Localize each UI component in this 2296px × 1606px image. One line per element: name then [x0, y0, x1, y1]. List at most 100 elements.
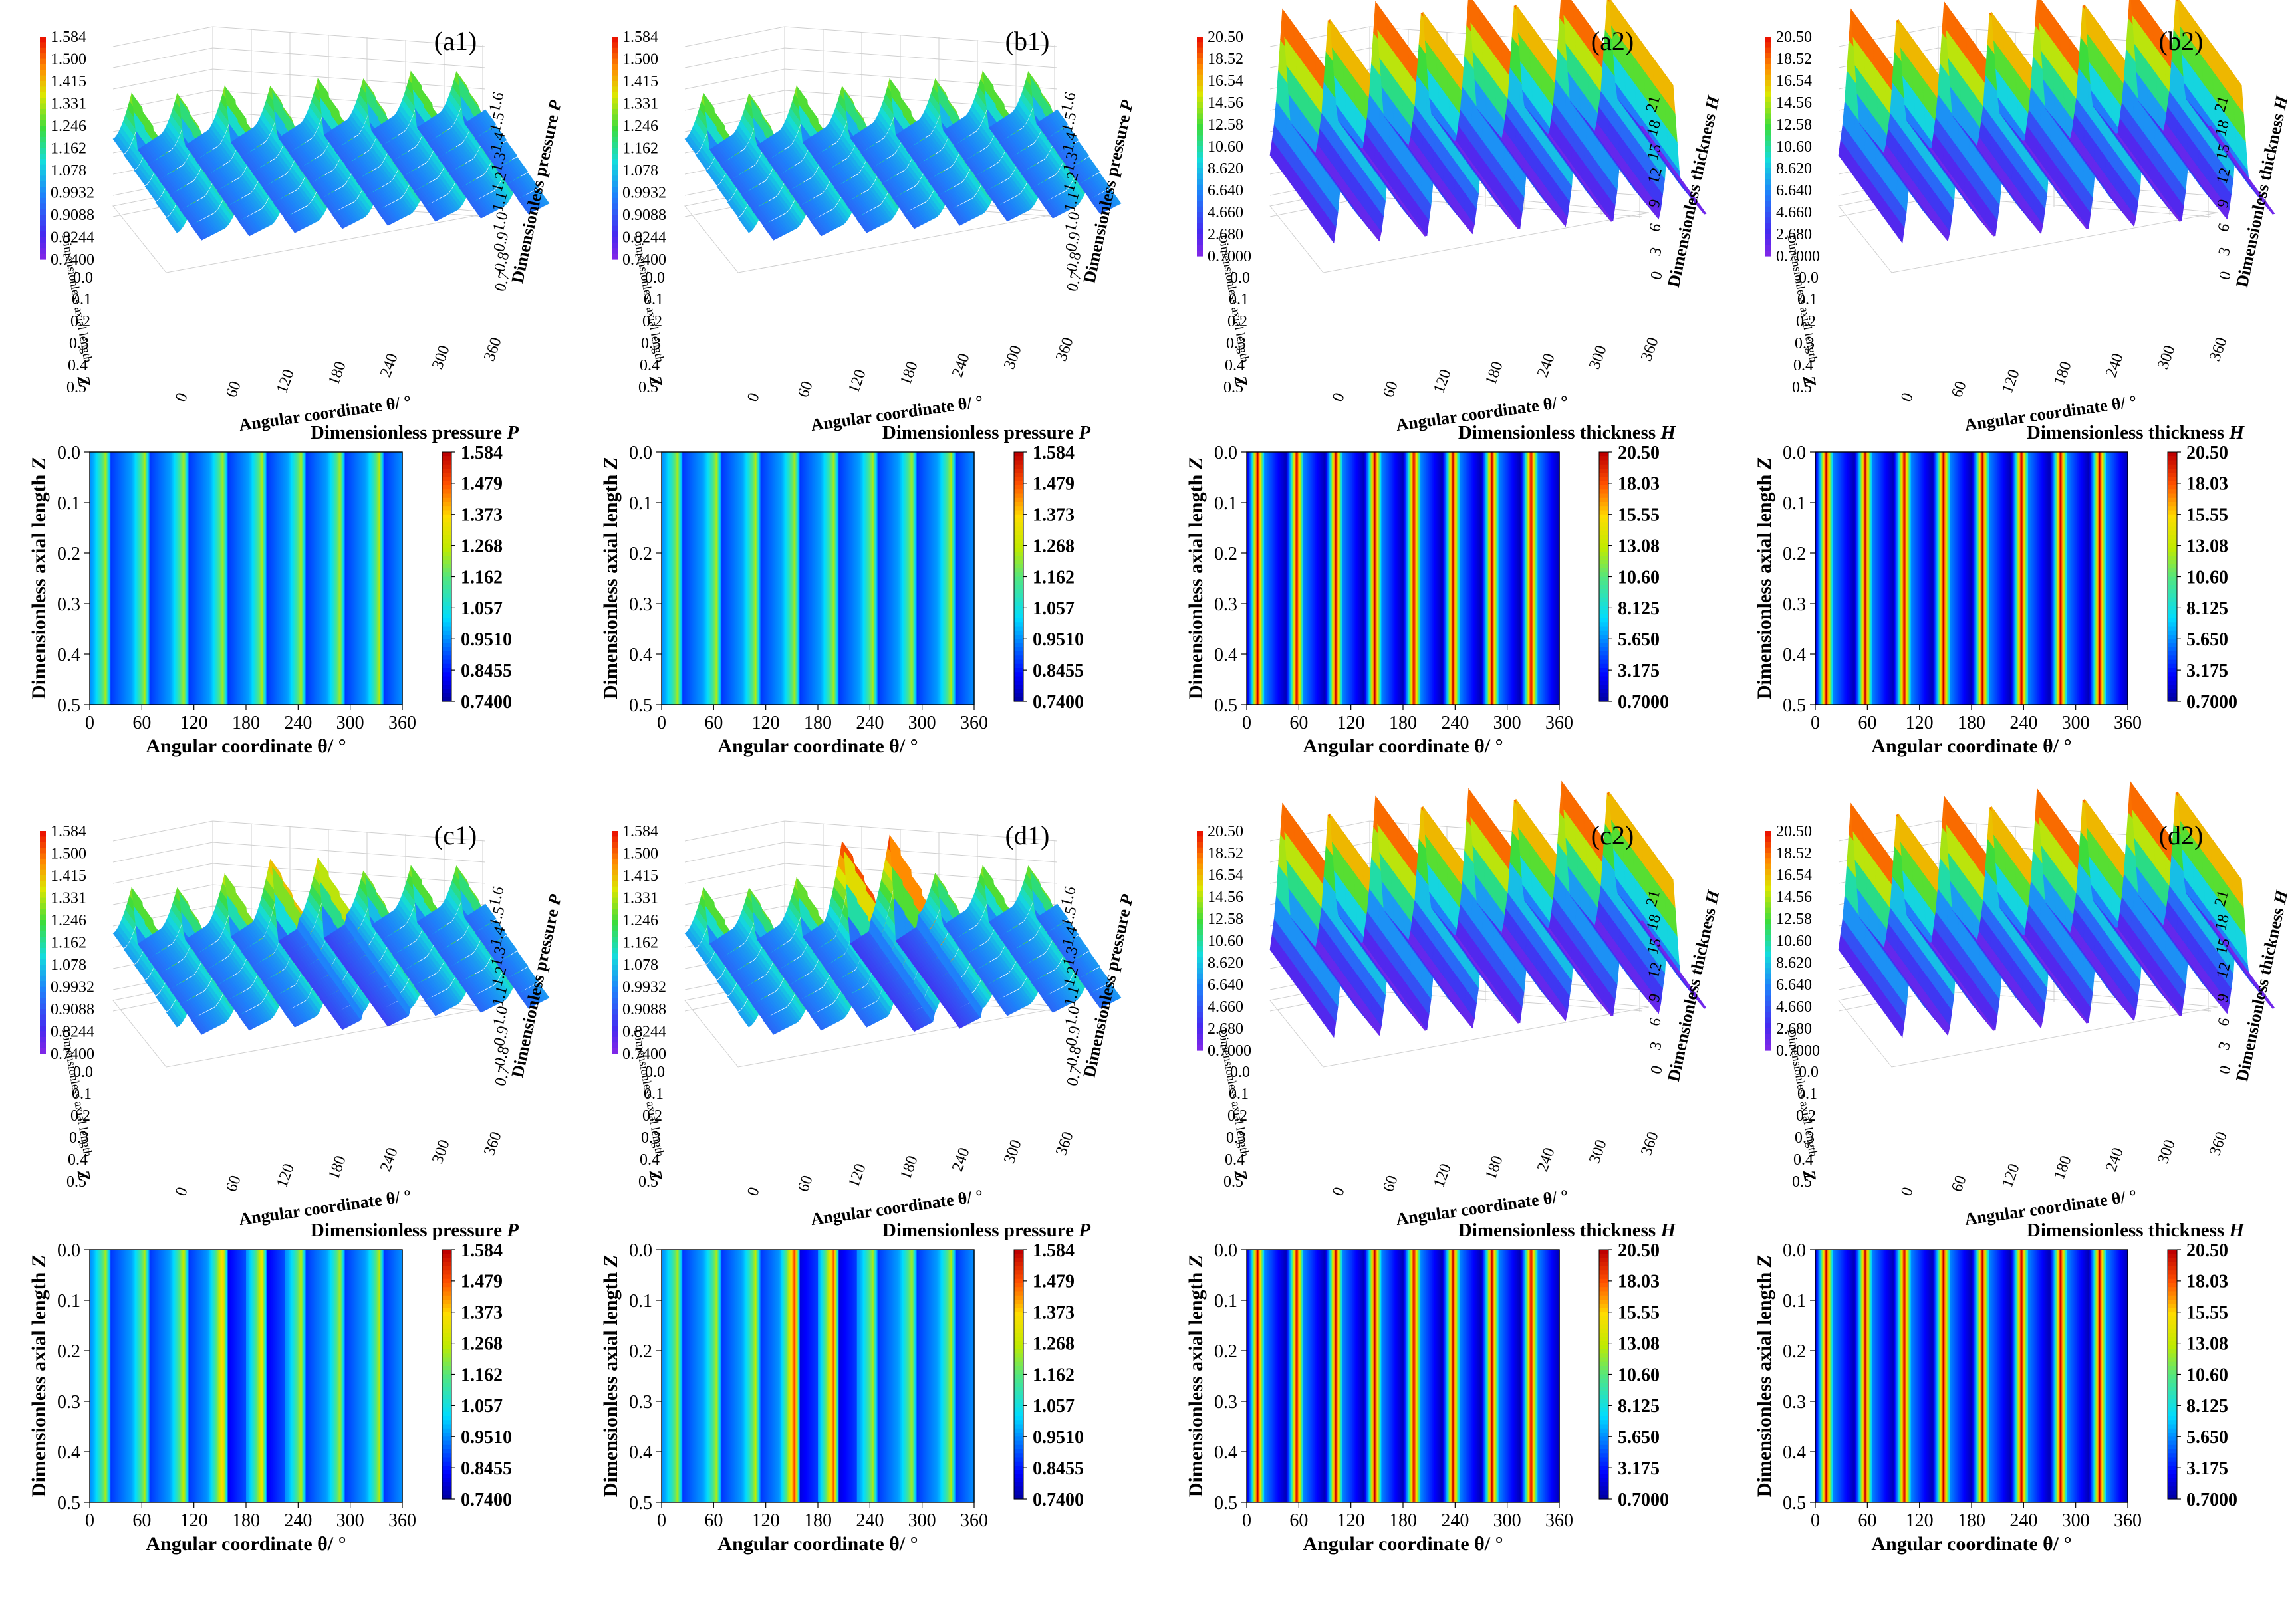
grid-line [684, 26, 785, 47]
legend-swatch [1765, 102, 1771, 108]
legend-swatch [612, 136, 618, 143]
legend-swatch [40, 120, 46, 126]
legend-swatch [40, 175, 46, 182]
legend-tick-label: 6.640 [1208, 182, 1243, 199]
legend-swatch [1765, 108, 1771, 114]
theta-tick-label: 360 [2206, 335, 2231, 364]
legend-swatch [40, 42, 46, 49]
legend-swatch [40, 92, 46, 98]
legend-swatch [1197, 58, 1203, 64]
legend-swatch [612, 70, 618, 76]
legend-tick-label: 1.162 [51, 140, 86, 158]
legend-swatch [1765, 157, 1771, 164]
surface-facet [525, 172, 539, 189]
legend-swatch [1197, 86, 1203, 92]
legend-swatch [612, 253, 618, 260]
legend-swatch [1765, 118, 1771, 125]
legend-swatch [1197, 80, 1203, 86]
legend-tick-label: 16.54 [1208, 72, 1243, 90]
legend-swatch [40, 64, 46, 70]
legend-swatch [40, 220, 46, 227]
legend-swatch [1197, 223, 1203, 229]
legend-swatch [40, 53, 46, 60]
legend-tick-label: 1.078 [51, 162, 86, 179]
legend-swatch [1765, 212, 1771, 218]
legend-swatch [40, 187, 46, 193]
legend-swatch [612, 92, 618, 98]
surface-facet [504, 141, 518, 158]
legend-tick-label: 1.331 [622, 96, 658, 113]
legend-swatch [40, 242, 46, 249]
legend-swatch [1197, 37, 1203, 43]
legend-swatch [1197, 206, 1203, 213]
legend-swatch [1765, 190, 1771, 196]
legend-swatch [1197, 234, 1203, 240]
theta-tick-label: 300 [1001, 343, 1025, 372]
legend-swatch [1765, 64, 1771, 70]
legend-swatch [612, 86, 618, 93]
legend-tick-label: 1.584 [622, 29, 658, 46]
legend-swatch [1765, 168, 1771, 174]
legend-swatch [1765, 223, 1771, 229]
grid-line [212, 26, 486, 47]
legend-swatch [40, 131, 46, 138]
legend-swatch [1197, 146, 1203, 152]
legend-tick-label: 1.331 [51, 96, 86, 113]
legend-swatch [612, 81, 618, 87]
theta-tick-label: 300 [1586, 343, 1610, 372]
legend-swatch [612, 237, 618, 243]
surface-legend: 20.5018.5216.5414.5612.5810.608.6206.640… [1765, 29, 1820, 265]
legend-tick-label: 10.60 [1776, 138, 1812, 156]
legend-swatch [1765, 91, 1771, 98]
legend-tick-label: 16.54 [1776, 72, 1812, 90]
legend-swatch [40, 86, 46, 93]
theta-tick-label: 300 [429, 343, 453, 372]
legend-swatch [612, 215, 618, 221]
legend-swatch [612, 248, 618, 255]
legend-swatch [612, 181, 618, 187]
vertical-axis-tick: 1.0 [1062, 210, 1084, 234]
legend-swatch [612, 75, 618, 82]
legend-swatch [40, 231, 46, 238]
theta-tick-label: 300 [2154, 343, 2179, 372]
legend-swatch [1765, 130, 1771, 136]
legend-swatch [1765, 179, 1771, 185]
legend-swatch [40, 225, 46, 232]
legend-swatch [1197, 91, 1203, 98]
legend-swatch [1765, 96, 1771, 103]
legend-swatch [612, 187, 618, 193]
legend-swatch [612, 64, 618, 70]
legend-swatch [1765, 135, 1771, 142]
theta-tick-label: 180 [897, 359, 922, 388]
vertical-axis-tick: 1.5 [1059, 110, 1081, 134]
legend-tick-label: 1.078 [622, 162, 658, 179]
vertical-axis-tick: 6 [2215, 221, 2233, 233]
legend-swatch [1197, 212, 1203, 218]
legend-swatch [1765, 42, 1771, 49]
grid-line [212, 90, 486, 111]
legend-swatch [1197, 69, 1203, 76]
legend-swatch [1765, 184, 1771, 191]
legend-swatch [612, 220, 618, 227]
legend-swatch [612, 58, 618, 65]
z-axis-symbol: Z [1799, 374, 1821, 388]
legend-swatch [1765, 217, 1771, 224]
legend-swatch [1765, 146, 1771, 152]
legend-swatch [612, 103, 618, 110]
legend-swatch [1765, 80, 1771, 86]
legend-swatch [40, 215, 46, 221]
theta-tick-label: 240 [2103, 351, 2127, 380]
legend-swatch [612, 159, 618, 166]
legend-tick-label: 1.246 [622, 118, 658, 135]
theta-tick-label: 360 [1053, 335, 1077, 364]
legend-tick-label: 1.162 [622, 140, 658, 158]
legend-tick-label: 12.58 [1208, 116, 1243, 134]
grid-line [112, 47, 213, 68]
legend-swatch [1197, 228, 1203, 235]
legend-swatch [1197, 118, 1203, 125]
legend-swatch [1197, 201, 1203, 207]
theta-tick-label: 360 [1638, 335, 1662, 364]
z-axis-symbol: Z [1231, 374, 1252, 388]
legend-swatch [612, 142, 618, 149]
